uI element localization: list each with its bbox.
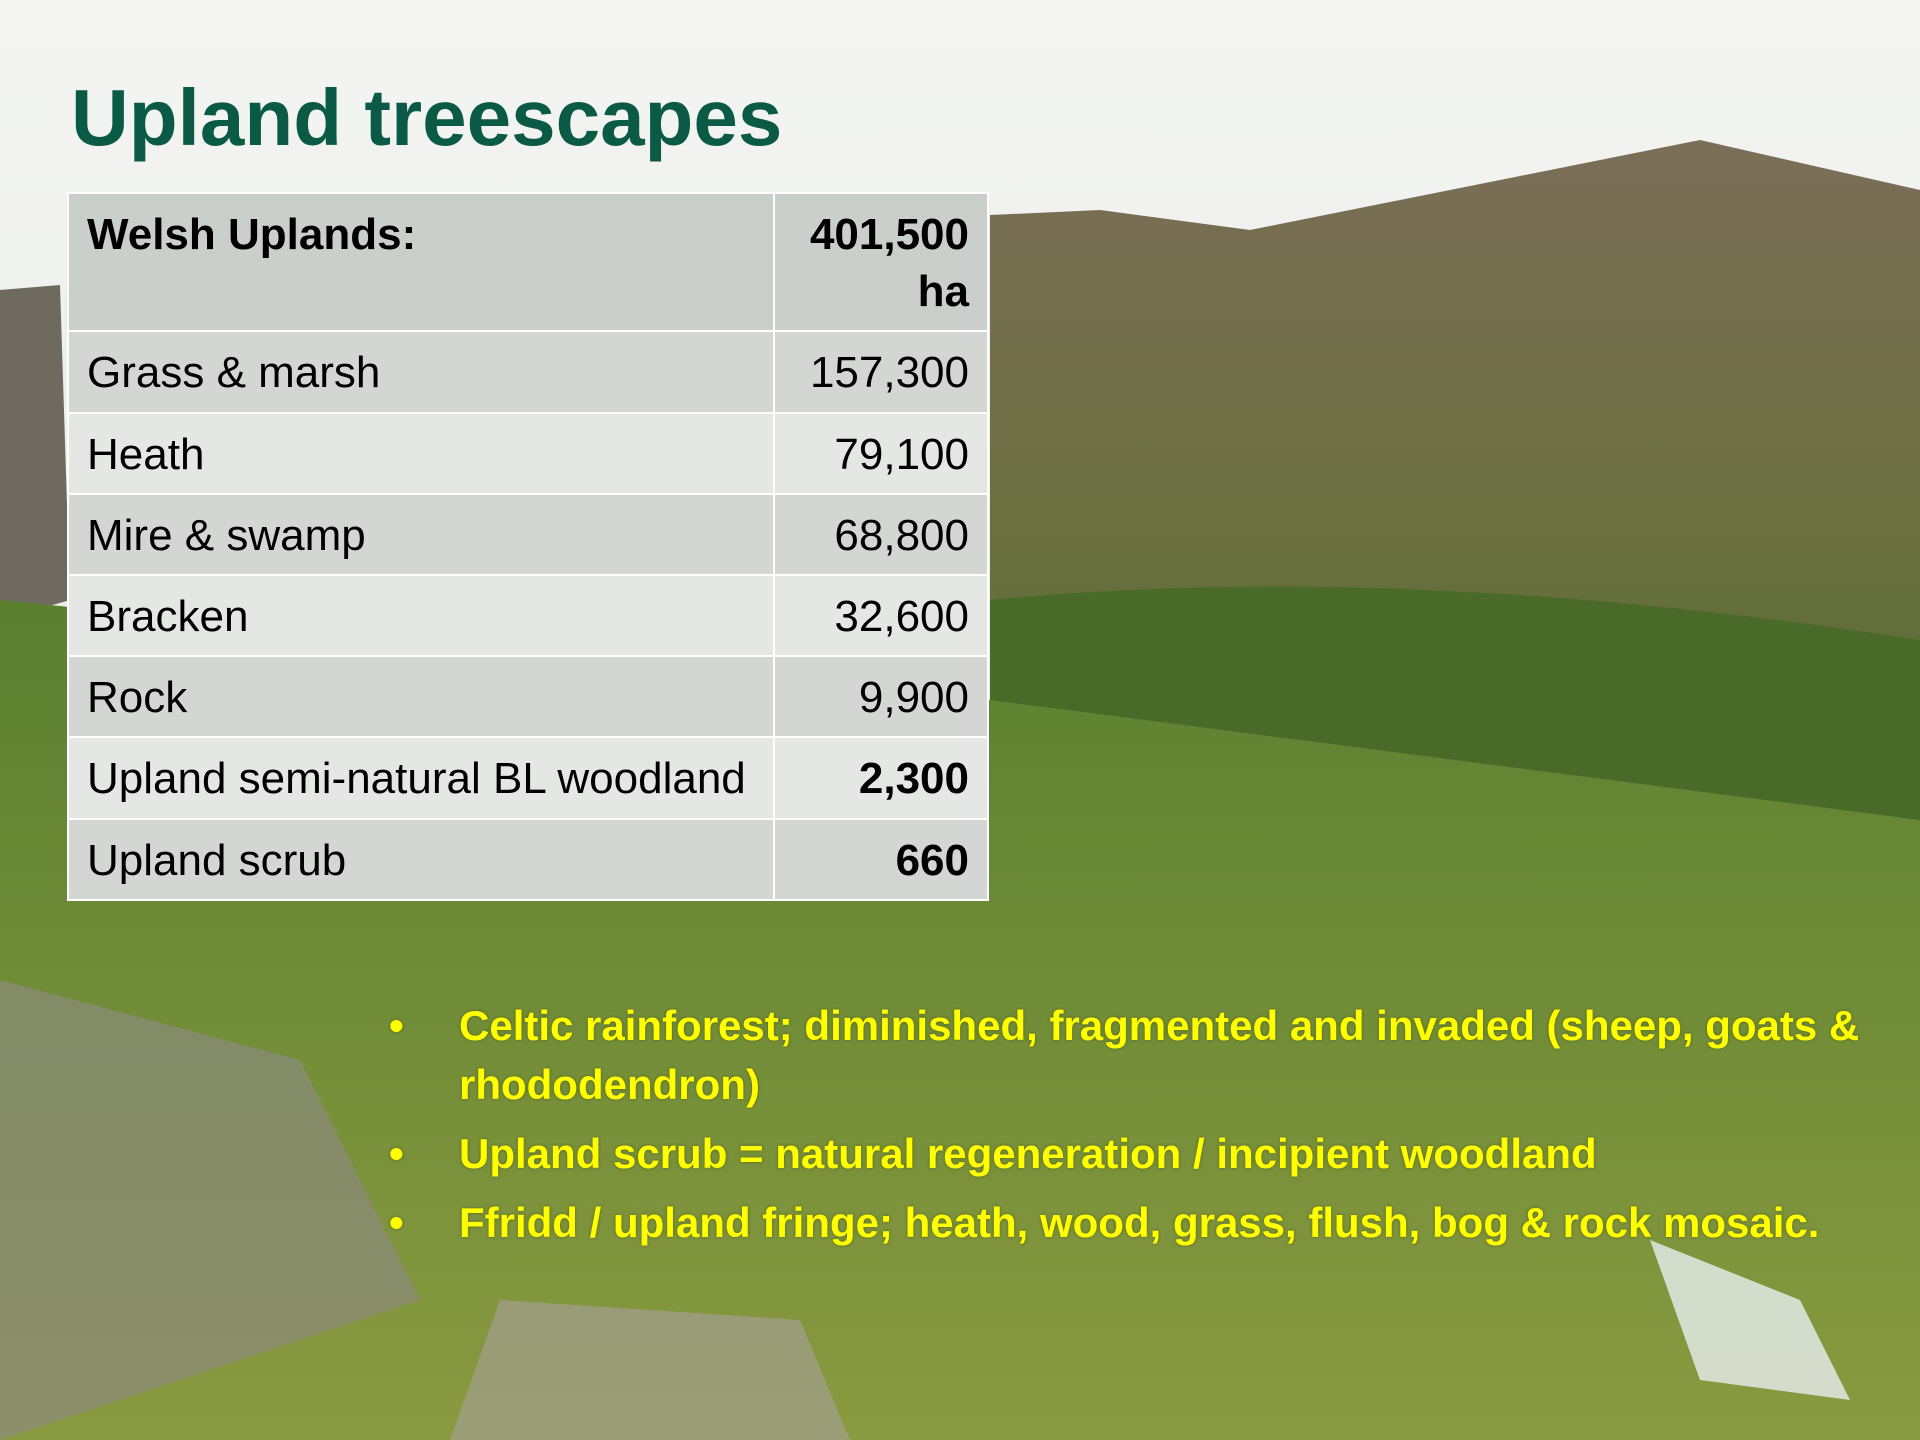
cell-value: 9,900	[774, 656, 988, 737]
cell-value: 68,800	[774, 494, 988, 575]
table-row: Welsh Uplands:401,500ha	[68, 193, 988, 331]
bullet: Upland scrub = natural regeneration / in…	[389, 1124, 1879, 1183]
cell-value: 32,600	[774, 575, 988, 656]
cell-value: 660	[774, 819, 988, 900]
bullet-list: Celtic rainforest; diminished, fragmente…	[389, 996, 1879, 1262]
cell-value: 2,300	[774, 737, 988, 818]
cell-label: Upland semi-natural BL woodland	[68, 737, 774, 818]
slide: Upland treescapes Welsh Uplands:401,500h…	[0, 0, 1920, 1440]
cell-label: Welsh Uplands:	[68, 193, 774, 331]
cell-label: Heath	[68, 413, 774, 494]
bullet: Celtic rainforest; diminished, fragmente…	[389, 996, 1879, 1114]
cell-value: 79,100	[774, 413, 988, 494]
slide-title: Upland treescapes	[71, 78, 782, 158]
bullet: Ffridd / upland fringe; heath, wood, gra…	[389, 1193, 1879, 1252]
cell-value: 401,500ha	[774, 193, 988, 331]
cell-label: Bracken	[68, 575, 774, 656]
cell-label: Rock	[68, 656, 774, 737]
cell-label: Grass & marsh	[68, 331, 774, 412]
cell-label: Upland scrub	[68, 819, 774, 900]
cell-value: 157,300	[774, 331, 988, 412]
cell-label: Mire & swamp	[68, 494, 774, 575]
